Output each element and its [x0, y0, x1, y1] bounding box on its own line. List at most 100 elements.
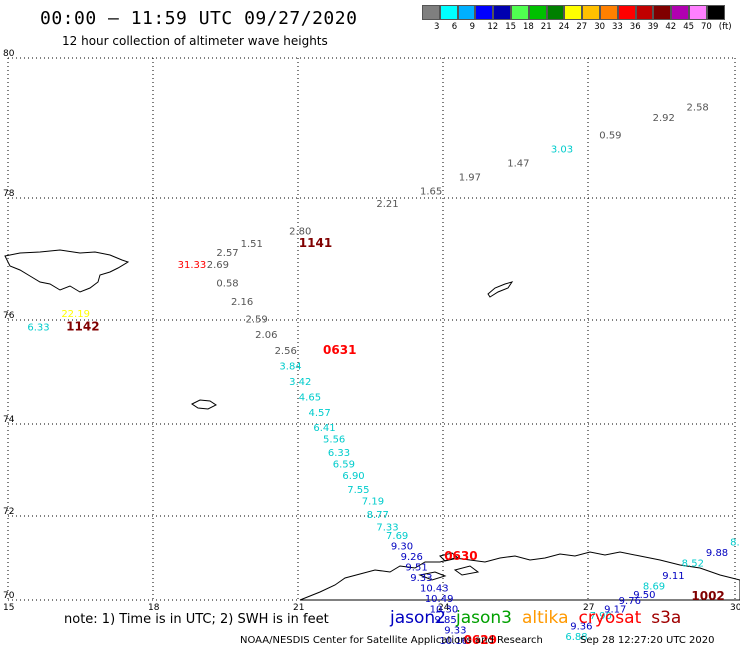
color-scale-label: 39: [647, 22, 659, 32]
lon-tick-label: 15: [3, 603, 14, 613]
wave-height-value: 9.30: [391, 542, 413, 553]
pass-time-label: 1002: [691, 589, 724, 603]
color-scale-label: 9: [469, 22, 476, 32]
color-swatch: [706, 5, 725, 20]
color-scale-label: 42: [665, 22, 677, 32]
color-swatch: [564, 5, 583, 20]
wave-height-value: 4.65: [299, 393, 321, 404]
wave-height-value: 2.92: [653, 113, 675, 124]
wave-height-value: 10.16: [439, 636, 468, 647]
color-scale-label: 27: [576, 22, 588, 32]
wave-height-value: 3.42: [289, 377, 311, 388]
wave-height-value: 6.90: [342, 471, 364, 482]
wave-height-value: 9.51: [405, 563, 427, 574]
lat-lon-grid: 15 18 21 24 27 30 70 72 74 76 78 80: [3, 49, 740, 613]
page-title: 00:00 – 11:59 UTC 09/27/2020: [40, 8, 358, 29]
coast-fjord-island: [418, 571, 447, 581]
pass-time-label: 0631: [323, 343, 356, 357]
wave-height-value: 9.76: [619, 596, 641, 607]
satellite-legend: jason2 jason3 altika cryosat s3a: [390, 608, 691, 628]
lat-tick-label: 78: [3, 189, 15, 199]
wave-height-value: 9.36: [570, 621, 592, 632]
color-scale-bar: [422, 5, 725, 20]
wave-height-value: 2.56: [275, 346, 297, 357]
wave-height-value: 10.43: [420, 584, 449, 595]
color-scale-label: 70: [701, 22, 712, 32]
legend-jason2: jason2: [390, 608, 446, 628]
coast-bear-island: [191, 399, 217, 410]
wave-height-value: 1.65: [420, 187, 442, 198]
wave-height-value: 9.11: [662, 571, 684, 582]
wave-height-value: 6.88: [565, 632, 587, 643]
color-scale-label: 24: [558, 22, 570, 32]
wave-height-value: 8.77: [367, 510, 389, 521]
wave-height-value: 2.59: [245, 315, 267, 326]
coast-northern-norway: [299, 551, 740, 601]
color-swatch: [510, 5, 529, 20]
lat-tick-label: 72: [3, 507, 14, 517]
wave-height-value: 9.33: [444, 626, 466, 637]
wave-height-value: 8.13: [730, 537, 740, 548]
wave-height-value: 9.85: [435, 615, 457, 626]
legend-cryosat: cryosat: [578, 608, 642, 628]
wave-height-value: 2.06: [255, 330, 277, 341]
wave-height-value: 31.33: [178, 260, 207, 271]
lat-tick-label: 80: [3, 49, 15, 59]
wave-height-value: 7.69: [386, 531, 408, 542]
wave-height-value: 2.21: [376, 199, 398, 210]
wave-height-value: 7.33: [376, 523, 398, 534]
wave-height-value: 2.69: [207, 260, 229, 271]
credit-line: NOAA/NESDIS Center for Satellite Applica…: [240, 635, 543, 646]
coast-fjord-island: [439, 552, 460, 562]
color-scale-label: 36: [629, 22, 641, 32]
color-swatch: [653, 5, 672, 20]
coastline: [4, 249, 740, 601]
color-scale-label: 45: [683, 22, 695, 32]
wave-height-value: 9.33: [410, 573, 432, 584]
wave-height-value: 7.19: [362, 497, 384, 508]
wave-height-value: 9.26: [401, 552, 423, 563]
wave-height-value: 10.30: [430, 605, 459, 616]
color-scale-label: 33: [612, 22, 623, 32]
coast-svalbard: [4, 249, 130, 293]
wave-height-value: 7.90: [590, 611, 612, 622]
lat-tick-label: 76: [3, 311, 15, 321]
lon-tick-label: 18: [148, 603, 160, 613]
color-scale-label: 21: [540, 22, 552, 32]
color-swatch: [422, 5, 440, 20]
pass-time-label: 1142: [66, 319, 99, 333]
wave-height-value: 9.88: [706, 548, 728, 559]
legend-altika: altika: [522, 608, 569, 628]
lon-tick-label: 21: [293, 603, 304, 613]
color-swatch: [457, 5, 476, 20]
color-swatch: [439, 5, 458, 20]
wave-height-value: 0.58: [216, 278, 238, 289]
wave-height-value: 6.59: [333, 460, 355, 471]
color-swatch: [671, 5, 689, 20]
color-scale-label: 12: [487, 22, 499, 32]
color-swatch: [546, 5, 565, 20]
color-scale-label: 3: [434, 22, 440, 32]
lat-tick-label: 74: [3, 415, 15, 425]
observation-values: 2.58 2.92 0.59 3.03 1.47 1.97 1.65 2.21 2.80 1.51…: [27, 103, 740, 648]
wave-height-value: 9.17: [604, 605, 626, 616]
color-swatch: [582, 5, 600, 20]
wave-height-value: 6.33: [27, 322, 49, 333]
wave-height-value: 9.50: [633, 590, 655, 601]
color-scale-label: 6: [451, 22, 458, 32]
color-swatch: [528, 5, 547, 20]
wave-height-value: 8.69: [643, 582, 665, 593]
wave-height-value: 3.84: [279, 361, 301, 372]
coast-kong-karls-land: [487, 281, 514, 298]
color-swatch: [617, 5, 636, 20]
satellite-pass-labels: 1141114206310630062910031002: [66, 236, 725, 647]
lat-tick-label: 70: [3, 591, 15, 601]
wave-height-value: 1.51: [241, 239, 263, 250]
wave-height-value: 2.16: [231, 297, 253, 308]
wave-height-value: 1.47: [507, 159, 529, 170]
color-swatch: [688, 5, 707, 20]
wave-height-value: 2.58: [687, 103, 709, 114]
color-scale-label: 18: [523, 22, 534, 32]
generation-timestamp: Sep 28 12:27:20 UTC 2020: [580, 635, 715, 646]
